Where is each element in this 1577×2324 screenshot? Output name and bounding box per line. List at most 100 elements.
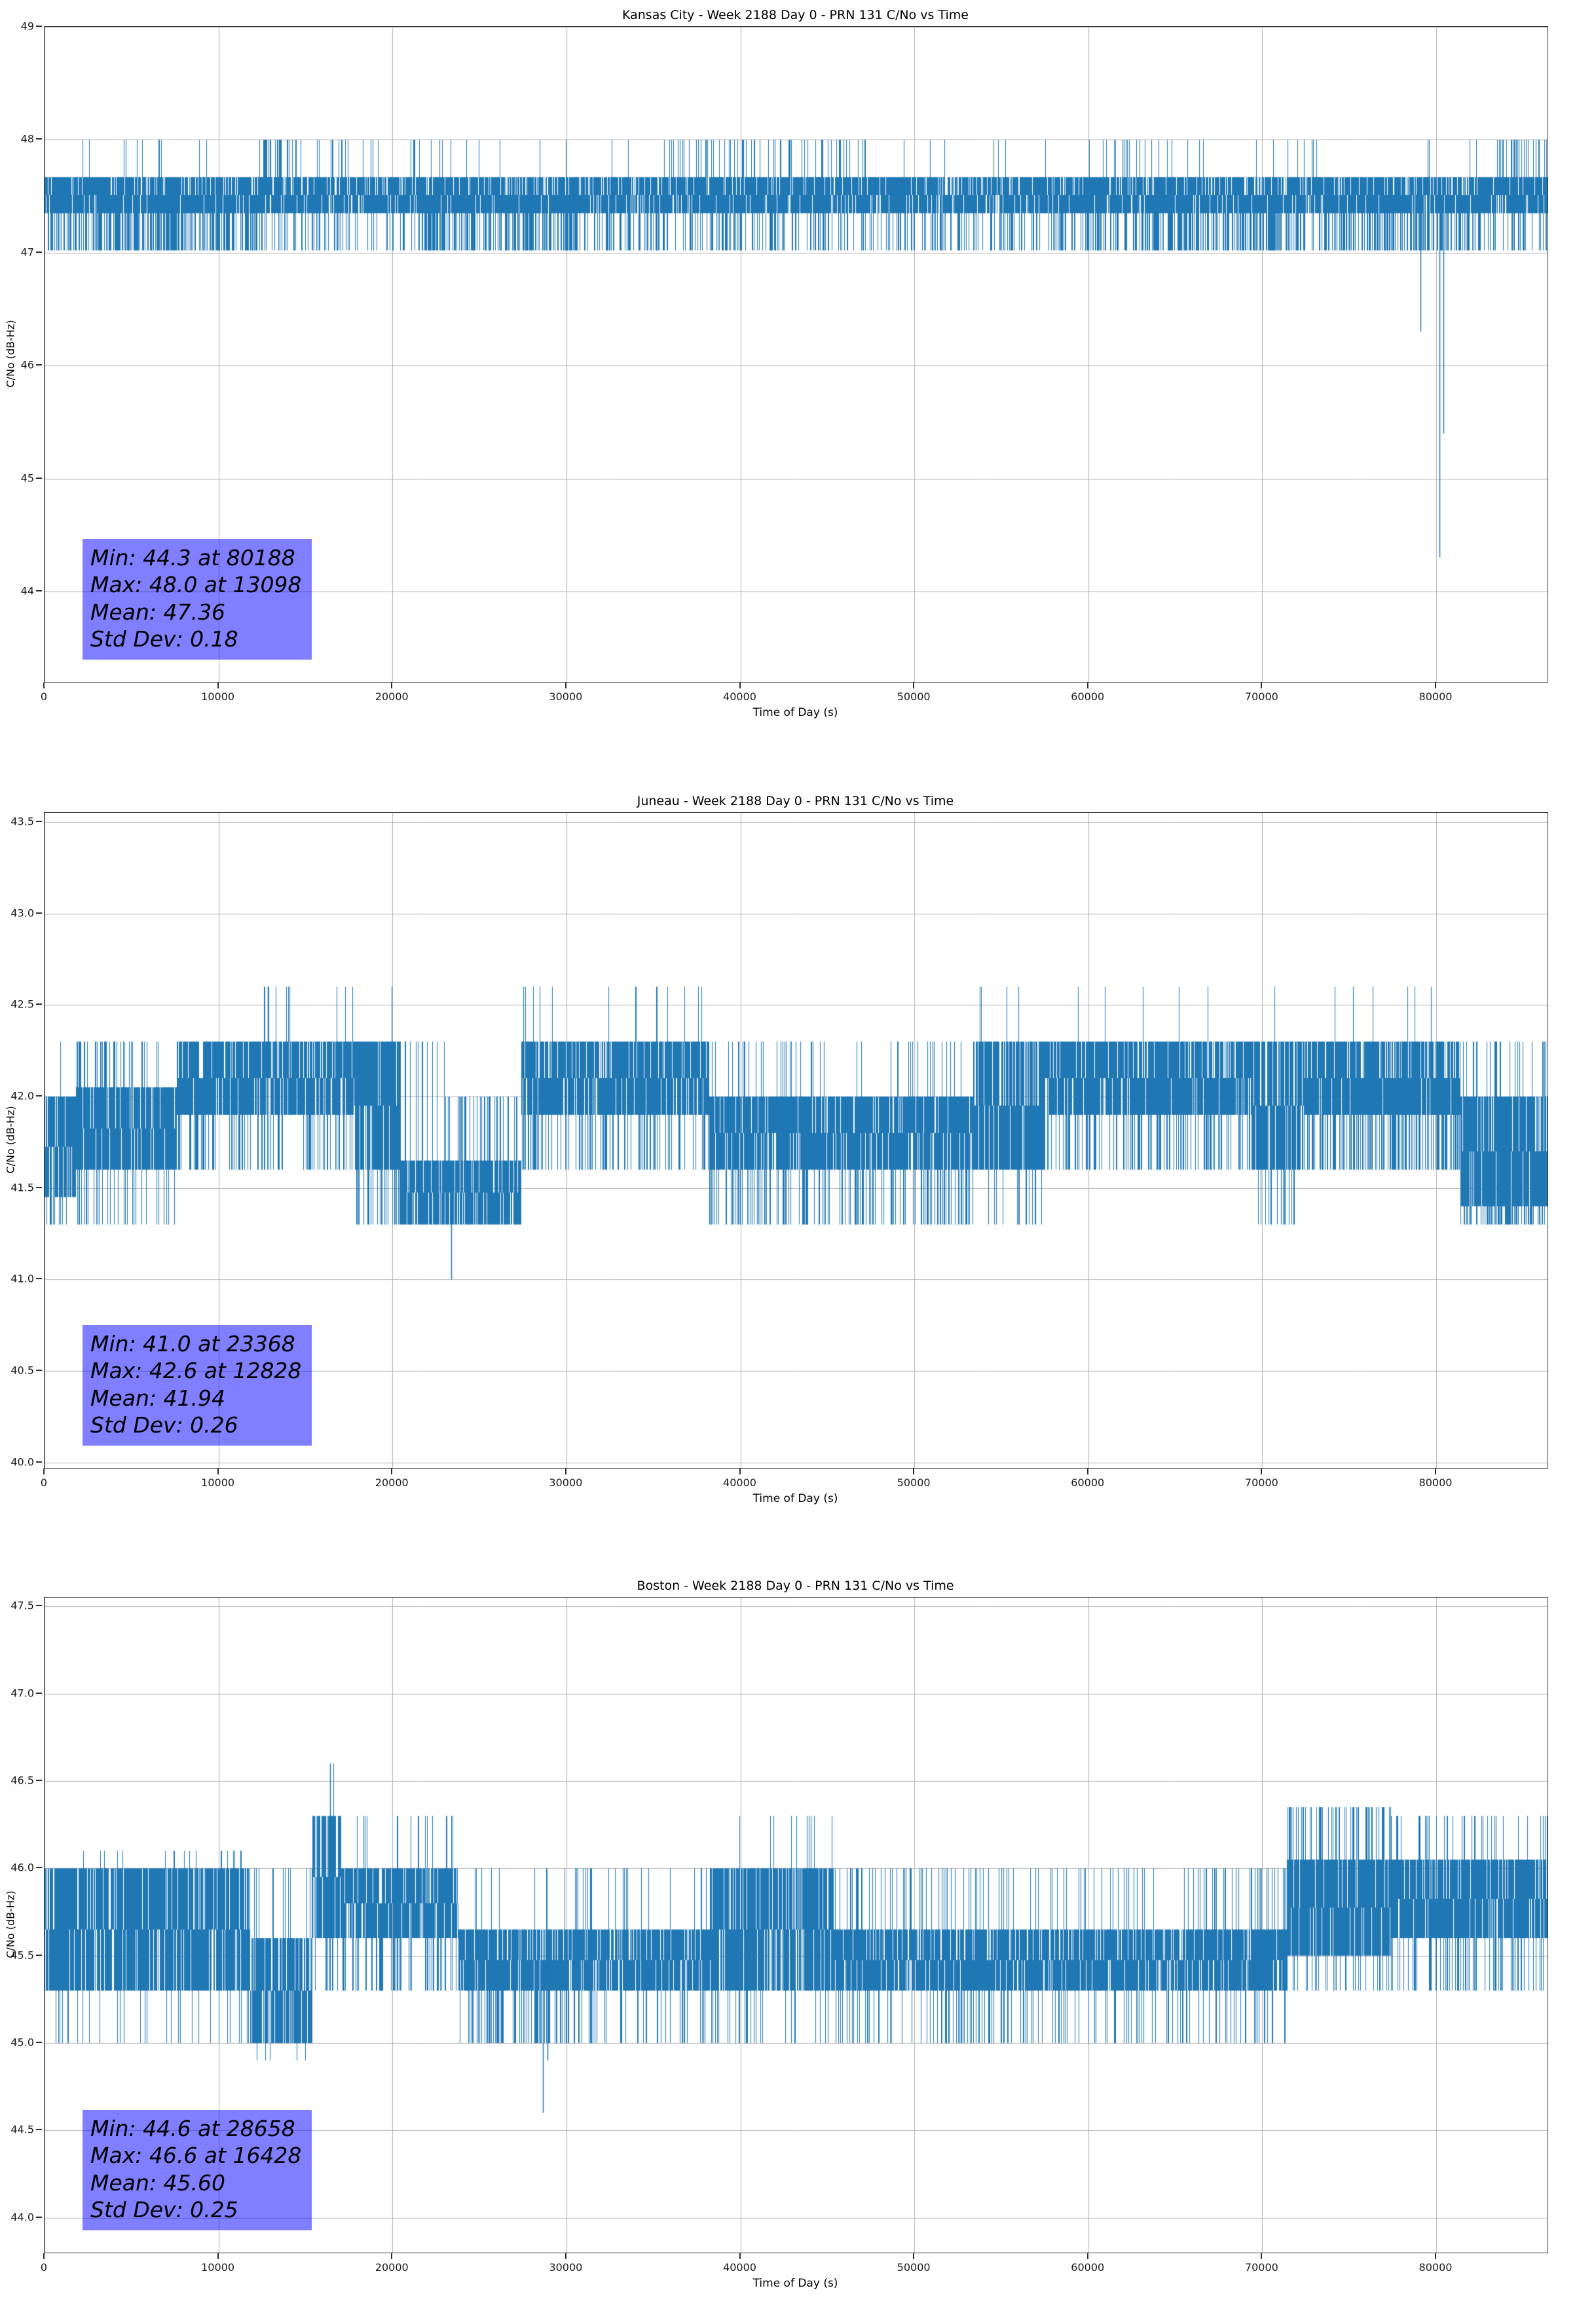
y-tick-mark [36,2216,42,2218]
x-tick-label: 50000 [897,2261,931,2274]
stats-annotation: Min: 41.0 at 23368 Max: 42.6 at 12828 Me… [83,1324,312,1446]
x-tick-label: 70000 [1244,690,1278,703]
x-tick-label: 50000 [897,1476,931,1489]
y-tick-mark [36,477,42,479]
y-tick-mark [36,1461,42,1463]
x-axis-ticks: 0 10000 20000 30000 40000 50000 60000 70000 8000… [40,1469,1547,1497]
x-tick-label: 30000 [549,690,583,703]
y-tick-mark [36,912,42,914]
x-tick-label: 0 [40,690,48,703]
y-tick-mark [36,1954,42,1956]
x-tick-mark [1261,1469,1263,1474]
y-tick-mark [36,1692,42,1694]
stat-max: Max: 42.6 at 12828 [90,1358,302,1384]
plot-area: Min: 44.6 at 28658 Max: 46.6 at 16428 Me… [44,1597,1548,2253]
stat-mean: Mean: 41.94 [90,1385,225,1411]
x-axis-ticks: 0 10000 20000 30000 40000 50000 60000 70000 8000… [40,683,1547,711]
x-tick-mark [913,683,915,688]
x-axis-label: Time of Day (s) [752,1492,838,1505]
x-tick-mark [739,683,741,688]
y-tick-mark [36,1780,42,1781]
x-tick-label: 30000 [549,2261,583,2274]
y-tick-mark [36,364,42,366]
y-tick-label: 41.0 [10,1272,34,1285]
y-axis-ticks: 44.0 44.5 45.0 45.5 46.0 46.5 47.0 47.5 [0,1597,43,2252]
figure-boston: Boston - Week 2188 Day 0 - PRN 131 C/No … [0,1571,1577,2324]
y-tick-label: 49 [20,20,34,33]
y-tick-label: 47.5 [10,1599,34,1612]
x-tick-mark [391,1469,393,1474]
y-tick-label: 47.0 [10,1687,34,1700]
x-tick-mark [1086,683,1088,688]
y-tick-label: 44.5 [10,2123,34,2136]
x-tick-mark [1086,1469,1088,1474]
x-tick-mark [1435,683,1436,688]
x-tick-label: 40000 [723,690,756,703]
y-axis-ticks: 44 45 46 47 48 49 [0,20,43,681]
plot-area: Min: 41.0 at 23368 Max: 42.6 at 12828 Me… [44,812,1548,1469]
y-tick-mark [36,1867,42,1869]
x-tick-label: 50000 [897,690,931,703]
x-tick-label: 10000 [201,1476,235,1489]
stat-min: Min: 41.0 at 23368 [90,1330,295,1357]
y-tick-mark [36,2042,42,2043]
stat-stddev: Std Dev: 0.25 [90,2197,238,2223]
y-tick-label: 40.0 [10,1455,34,1469]
x-tick-label: 70000 [1244,2261,1278,2274]
x-axis-ticks: 0 10000 20000 30000 40000 50000 60000 70000 8000… [40,2253,1547,2282]
x-tick-mark [217,1469,219,1474]
y-tick-mark [36,26,42,27]
x-tick-mark [217,683,219,688]
x-tick-mark [1261,683,1263,688]
y-tick-mark [36,1278,42,1280]
x-tick-mark [565,683,566,688]
x-tick-mark [565,2253,566,2259]
y-tick-mark [36,1003,42,1005]
x-tick-mark [43,1469,45,1474]
y-tick-label: 44.0 [10,2211,34,2224]
y-tick-mark [36,820,42,822]
y-axis-ticks: 40.0 40.5 41.0 41.5 42.0 42.5 43.0 43.5 [0,812,43,1469]
x-tick-label: 0 [40,2261,48,2274]
x-tick-label: 80000 [1419,2261,1453,2274]
y-tick-mark [36,590,42,592]
y-tick-mark [36,1369,42,1371]
y-tick-label: 42.0 [10,1089,34,1102]
chart-title: Juneau - Week 2188 Day 0 - PRN 131 C/No … [637,794,954,808]
y-tick-mark [36,1605,42,1607]
stat-max: Max: 48.0 at 13098 [90,572,302,598]
x-tick-mark [739,2253,741,2259]
stat-max: Max: 46.6 at 16428 [90,2143,302,2169]
x-tick-mark [391,2253,393,2259]
x-tick-mark [217,2253,219,2259]
stat-stddev: Std Dev: 0.26 [90,1412,238,1438]
x-tick-mark [391,683,393,688]
x-tick-label: 80000 [1419,690,1453,703]
y-tick-label: 46.5 [10,1774,34,1787]
x-tick-label: 0 [40,1476,48,1489]
x-tick-label: 70000 [1244,1476,1278,1489]
x-tick-mark [43,2253,45,2259]
y-tick-mark [36,2129,42,2131]
stats-annotation: Min: 44.3 at 80188 Max: 48.0 at 13098 Me… [83,538,312,660]
figure-juneau: Juneau - Week 2188 Day 0 - PRN 131 C/No … [0,786,1577,1571]
x-tick-label: 80000 [1419,1476,1453,1489]
y-tick-label: 42.5 [10,998,34,1011]
chart-title: Boston - Week 2188 Day 0 - PRN 131 C/No … [637,1579,954,1593]
stat-min: Min: 44.3 at 80188 [90,544,295,571]
x-tick-label: 10000 [201,690,235,703]
y-tick-label: 43.0 [10,907,34,920]
x-tick-mark [1086,2253,1088,2259]
x-axis-label: Time of Day (s) [752,706,838,719]
stat-mean: Mean: 47.36 [90,599,225,625]
x-tick-mark [739,1469,741,1474]
y-tick-label: 45.0 [10,2036,34,2049]
y-tick-mark [36,251,42,253]
y-tick-label: 48 [20,132,34,145]
plot-area: Min: 44.3 at 80188 Max: 48.0 at 13098 Me… [44,26,1548,683]
x-axis-label: Time of Day (s) [752,2277,838,2290]
x-tick-label: 60000 [1071,690,1105,703]
x-tick-label: 10000 [201,2261,235,2274]
x-tick-label: 20000 [375,690,409,703]
y-tick-mark [36,138,42,140]
